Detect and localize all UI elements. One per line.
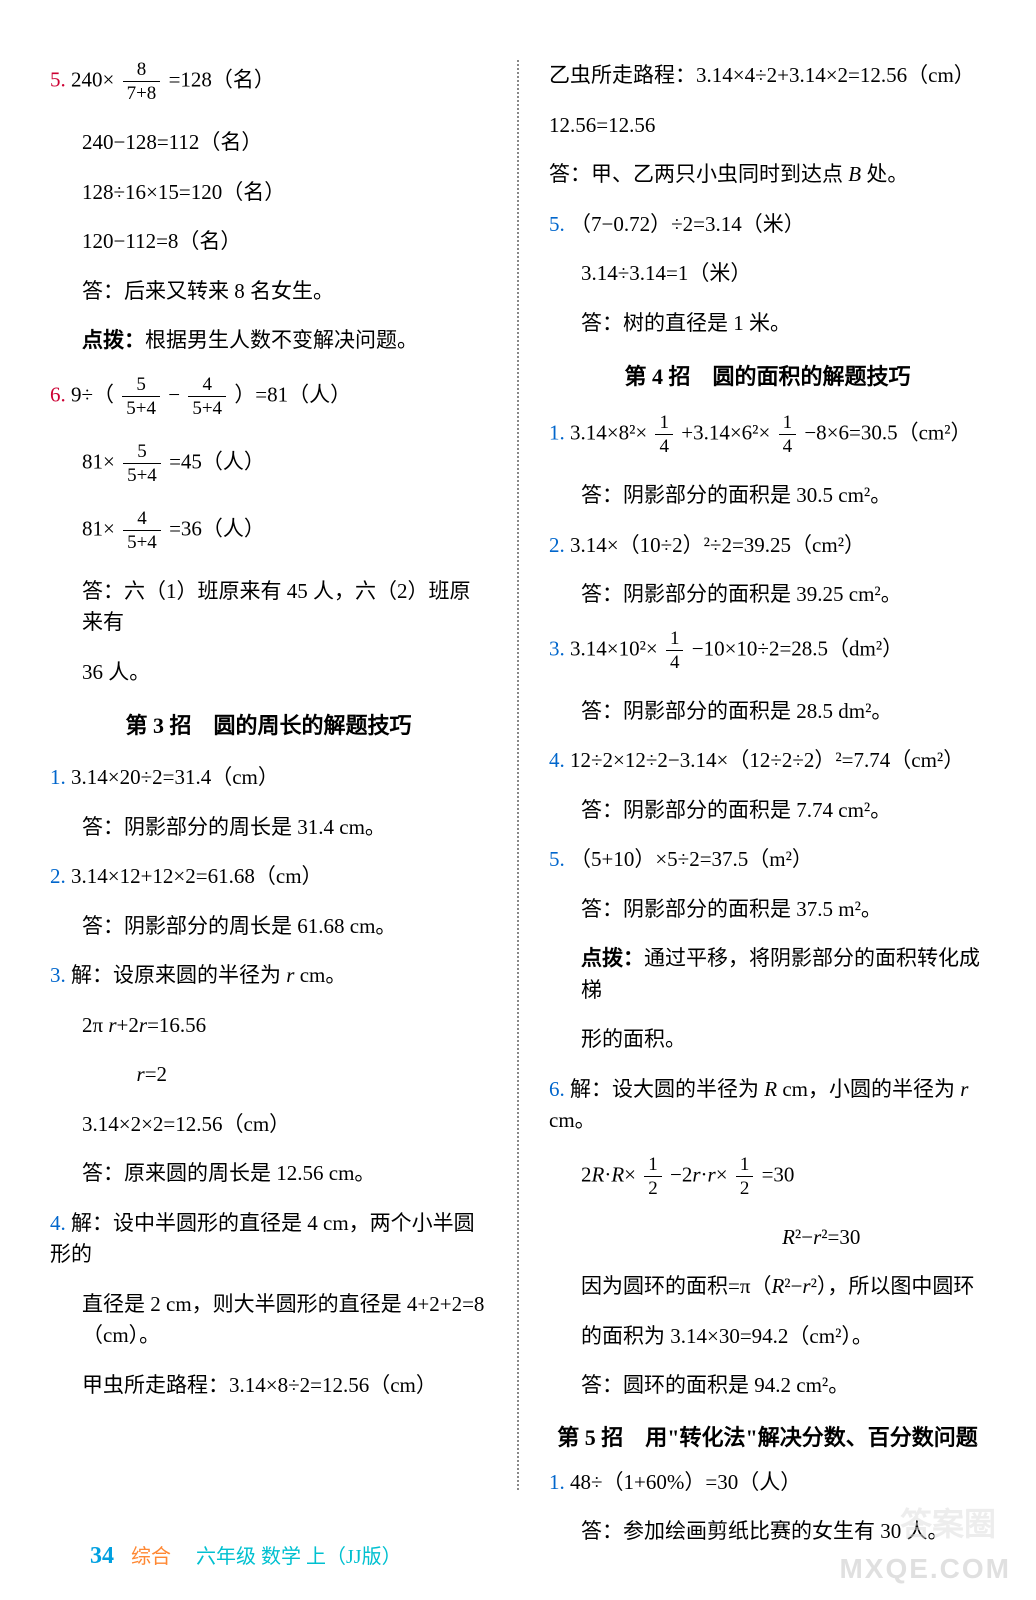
watermark: MXQE.COM — [839, 1553, 1011, 1585]
rp5-eq1: 5. （7−0.72）÷2=3.14（米） — [549, 209, 986, 241]
rp5-eq2: 3.14÷3.14=1（米） — [549, 258, 986, 290]
section3-title: 第 3 招 圆的周长的解题技巧 — [50, 708, 487, 740]
cont-l2: 12.56=12.56 — [549, 110, 986, 142]
s4p6-l4: 因为圆环的面积=π（R²−r²），所以图中圆环 — [549, 1271, 986, 1303]
s4p3: 3. 3.14×10²× 14 −10×10÷2=28.5（dm²） — [549, 629, 986, 672]
s4p1: 1. 3.14×8²× 14 +3.14×6²× 14 −8×6=30.5（cm… — [549, 413, 986, 456]
page-footer: 34 综合 六年级 数学 上（JJ版） — [90, 1540, 402, 1570]
s3p2-eq: 2. 3.14×12+12×2=61.68（cm） — [50, 861, 487, 893]
column-divider — [517, 60, 519, 1490]
section4-title: 第 4 招 圆的面积的解题技巧 — [549, 359, 986, 391]
p6-eq2: 81× 55+4 =45（人） — [50, 442, 487, 485]
s3p4-l1: 4. 解：设中半圆形的直径是 4 cm，两个小半圆形的 — [50, 1208, 487, 1271]
s4p1-ans: 答：阴影部分的面积是 30.5 cm²。 — [549, 480, 986, 512]
s3p3-l1: 3. 解：设原来圆的半径为 r cm。 — [50, 960, 487, 992]
rp5-ans: 答：树的直径是 1 米。 — [549, 308, 986, 340]
s3p4-l3: 甲虫所走路程：3.14×8÷2=12.56（cm） — [50, 1370, 487, 1402]
s4p4-ans: 答：阴影部分的面积是 7.74 cm²。 — [549, 795, 986, 827]
s3p4-l2: 直径是 2 cm，则大半圆形的直径是 4+2+2=8（cm）。 — [50, 1289, 487, 1352]
s4p3-ans: 答：阴影部分的面积是 28.5 dm²。 — [549, 696, 986, 728]
s4p6-l5: 的面积为 3.14×30=94.2（cm²）。 — [549, 1321, 986, 1353]
watermark-cn: 答案圈 — [900, 1499, 996, 1545]
content-columns: 5. 240× 87+8 =128（名） 240−128=112（名） 128÷… — [50, 60, 986, 1490]
s4p2: 2. 3.14×（10÷2）²÷2=39.25（cm²） — [549, 530, 986, 562]
s3p3-l2: 2π r+2r=16.56 — [50, 1010, 487, 1042]
s4p5: 5. （5+10）×5÷2=37.5（m²） — [549, 844, 986, 876]
p5-eq1: 5. 240× 87+8 =128（名） — [50, 60, 487, 103]
cont-l1: 乙虫所走路程：3.14×4÷2+3.14×2=12.56（cm） — [549, 60, 986, 92]
s5p1: 1. 48÷（1+60%）=30（人） — [549, 1467, 986, 1499]
p6-ans1: 答：六（1）班原来有 45 人，六（2）班原来有 — [50, 576, 487, 639]
s4p6-l1: 6. 解：设大圆的半径为 R cm，小圆的半径为 r cm。 — [549, 1074, 986, 1137]
page-number: 34 — [90, 1543, 114, 1569]
s4p6-ans: 答：圆环的面积是 94.2 cm²。 — [549, 1370, 986, 1402]
brand-icon: 综合 — [131, 1546, 171, 1568]
s3p1-eq: 1. 3.14×20÷2=31.4（cm） — [50, 762, 487, 794]
p5-ans: 答：后来又转来 8 名女生。 — [50, 276, 487, 308]
p5-eq3: 128÷16×15=120（名） — [50, 177, 487, 209]
s4p4: 4. 12÷2×12÷2−3.14×（12÷2÷2）²=7.74（cm²） — [549, 745, 986, 777]
s4p5-ans: 答：阴影部分的面积是 37.5 m²。 — [549, 894, 986, 926]
s3p3-l3: r=2 — [50, 1059, 487, 1091]
s4p2-ans: 答：阴影部分的面积是 39.25 cm²。 — [549, 579, 986, 611]
s3p3-l4: 3.14×2×2=12.56（cm） — [50, 1109, 487, 1141]
section5-title: 第 5 招 用"转化法"解决分数、百分数问题 — [549, 1420, 986, 1452]
s3p1-ans: 答：阴影部分的周长是 31.4 cm。 — [50, 812, 487, 844]
p5-eq2: 240−128=112（名） — [50, 127, 487, 159]
p6-ans2: 36 人。 — [50, 657, 487, 689]
left-column: 5. 240× 87+8 =128（名） 240−128=112（名） 128÷… — [50, 60, 487, 1490]
s4p6-l2: 2R·R× 12 −2r·r× 12 =30 — [549, 1155, 986, 1198]
s4p5-hint2: 形的面积。 — [549, 1024, 986, 1056]
footer-text: 六年级 数学 上（JJ版） — [176, 1546, 402, 1568]
p5-eq4: 120−112=8（名） — [50, 226, 487, 258]
s4p6-l3: R²−r²=30 — [549, 1222, 986, 1254]
right-column: 乙虫所走路程：3.14×4÷2+3.14×2=12.56（cm） 12.56=1… — [549, 60, 986, 1490]
p6-eq3: 81× 45+4 =36（人） — [50, 509, 487, 552]
s3p3-ans: 答：原来圆的周长是 12.56 cm。 — [50, 1158, 487, 1190]
p5-hint: 点拨：根据男生人数不变解决问题。 — [50, 325, 487, 357]
cont-ans: 答：甲、乙两只小虫同时到达点 B 处。 — [549, 159, 986, 191]
s3p2-ans: 答：阴影部分的周长是 61.68 cm。 — [50, 911, 487, 943]
s4p5-hint1: 点拨：通过平移，将阴影部分的面积转化成梯 — [549, 943, 986, 1006]
p6-eq1: 6. 9÷（ 55+4 − 45+4 ）=81（人） — [50, 375, 487, 418]
